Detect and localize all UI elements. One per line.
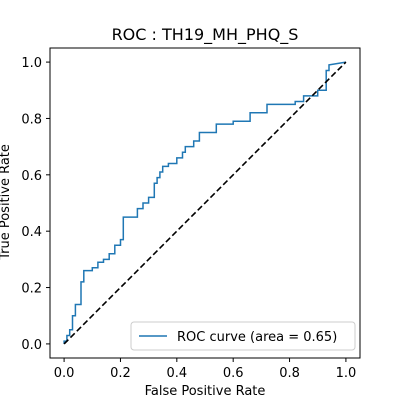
- y-tick-label: 0.0: [21, 338, 42, 353]
- x-tick-label: 0.8: [279, 366, 300, 381]
- chance-line: [63, 61, 347, 345]
- x-tick-label: 0.2: [110, 366, 131, 381]
- plot-frame: [49, 47, 361, 359]
- x-axis-label: False Positive Rate: [145, 384, 266, 399]
- x-tick-label: 0.0: [54, 366, 75, 381]
- y-tick-label: 1.0: [21, 56, 42, 71]
- legend: ROC curve (area = 0.65): [130, 321, 356, 351]
- y-tick-label: 0.2: [21, 282, 42, 297]
- chart-title: ROC : TH19_MH_PHQ_S: [112, 25, 299, 45]
- roc-curve-line: [63, 61, 347, 344]
- plot-area: 0.0 0.2 0.4 0.6 0.8 1.0 0.0 0.2 0.4 0.6 0.8 1.0 ROC …: [21, 47, 361, 381]
- legend-label: ROC curve (area = 0.65): [177, 330, 337, 345]
- x-tick-label: 0.4: [166, 366, 187, 381]
- x-tick-label: 1.0: [336, 366, 357, 381]
- legend-box: [130, 321, 356, 351]
- y-tick-label: 0.6: [21, 169, 42, 184]
- y-tick-label: 0.4: [21, 225, 42, 240]
- y-tick-label: 0.8: [21, 112, 42, 127]
- y-axis-label: True Positive Rate: [0, 144, 13, 261]
- x-tick-label: 0.6: [223, 366, 244, 381]
